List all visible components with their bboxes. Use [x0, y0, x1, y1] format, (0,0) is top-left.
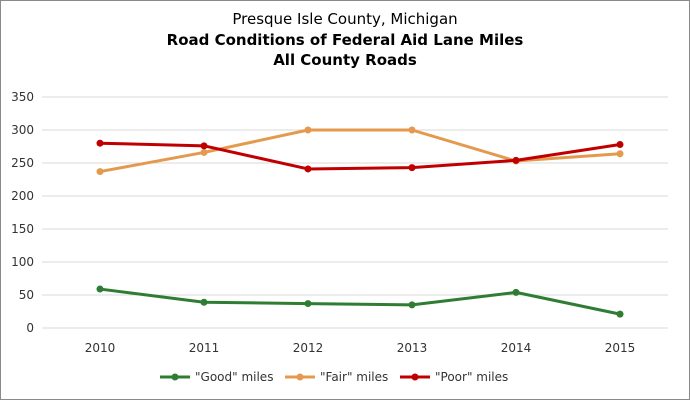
legend-marker [171, 373, 179, 381]
x-tick-label: 2010 [85, 341, 116, 355]
data-point [96, 168, 104, 176]
chart-subtitle-2: All County Roads [273, 51, 417, 69]
legend-label: "Poor" miles [435, 370, 508, 384]
series-line [99, 287, 621, 316]
data-point [304, 126, 312, 134]
x-tick-label: 2012 [293, 341, 324, 355]
data-point [408, 301, 416, 309]
data-point [616, 310, 624, 318]
legend-marker [411, 373, 419, 381]
data-point [512, 156, 520, 164]
y-tick-label: 100 [11, 255, 34, 269]
data-point [200, 142, 208, 150]
x-tick-label: 2015 [605, 341, 636, 355]
data-point [408, 126, 416, 134]
y-tick-label: 150 [11, 222, 34, 236]
data-point [96, 285, 104, 293]
y-tick-label: 200 [11, 189, 34, 203]
chart-subtitle-1: Road Conditions of Federal Aid Lane Mile… [166, 31, 524, 49]
legend-label: "Good" miles [195, 370, 273, 384]
data-point [512, 288, 520, 296]
y-tick-label: 0 [26, 321, 34, 335]
y-tick-label: 350 [11, 90, 34, 104]
y-tick-label: 50 [19, 288, 34, 302]
data-point [616, 150, 624, 158]
legend-label: "Fair" miles [320, 370, 388, 384]
data-point [96, 139, 104, 147]
data-point [304, 165, 312, 173]
legend-marker [296, 373, 304, 381]
data-point [616, 141, 624, 149]
data-point [408, 164, 416, 172]
chart-title: Presque Isle County, Michigan [232, 10, 458, 28]
data-point [200, 148, 208, 156]
series-line [99, 141, 621, 171]
x-tick-label: 2011 [189, 341, 220, 355]
data-point [304, 300, 312, 308]
y-tick-label: 300 [11, 123, 34, 137]
data-point [200, 298, 208, 306]
x-tick-label: 2013 [397, 341, 428, 355]
x-tick-label: 2014 [501, 341, 532, 355]
y-tick-label: 250 [11, 156, 34, 170]
series-line [99, 128, 621, 174]
